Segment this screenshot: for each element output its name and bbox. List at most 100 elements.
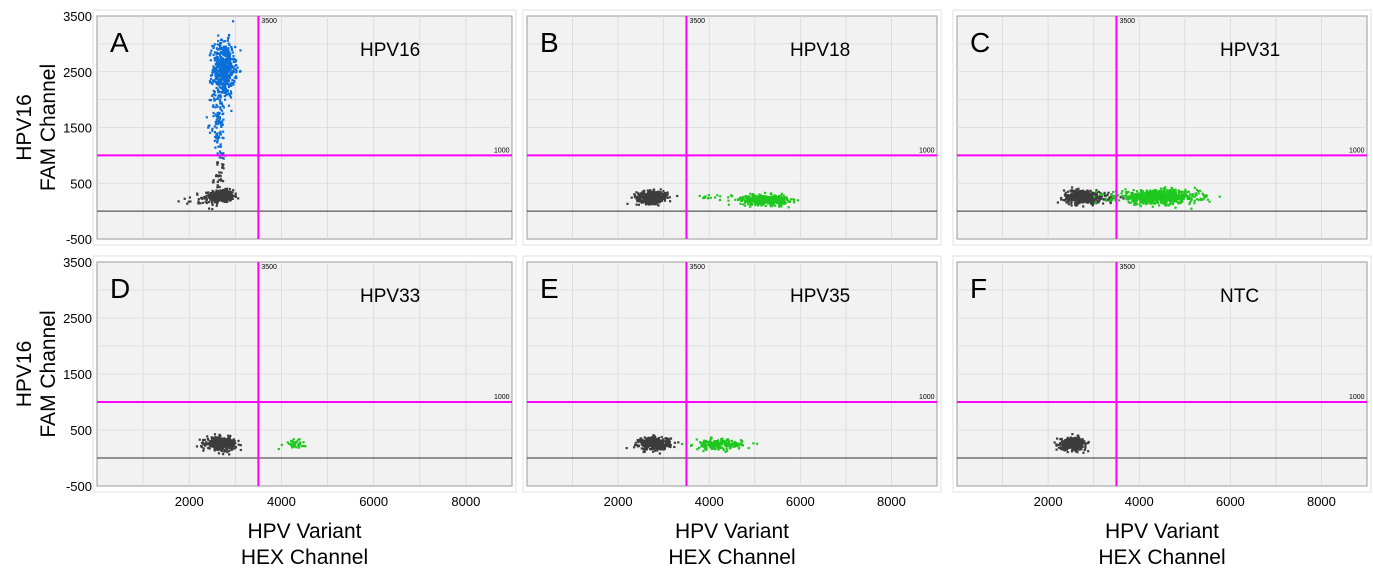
point-negative	[1077, 436, 1080, 439]
point-hex_positive	[769, 197, 772, 201]
point-hex_positive	[1171, 187, 1174, 191]
point-hex_positive	[1113, 195, 1116, 198]
point-negative	[225, 189, 229, 192]
point-negative	[200, 444, 203, 448]
point-negative	[650, 441, 653, 444]
point-negative	[208, 207, 211, 210]
point-fam_positive	[219, 96, 222, 99]
point-negative	[1068, 197, 1072, 200]
point-negative	[219, 189, 222, 192]
point-hex_positive	[1144, 203, 1148, 206]
point-hex_positive	[1138, 203, 1141, 206]
point-negative	[1080, 443, 1083, 446]
point-fam_positive	[227, 65, 230, 68]
point-negative	[223, 200, 226, 203]
x-axis-title-line2: HEX Channel	[241, 546, 368, 569]
x-tick-label: 2000	[1034, 494, 1063, 509]
point-negative	[665, 442, 668, 445]
point-hex_positive	[1104, 197, 1107, 200]
point-negative	[656, 197, 659, 200]
point-negative	[1100, 195, 1103, 198]
point-negative	[644, 201, 647, 204]
point-negative	[665, 194, 668, 197]
point-negative	[183, 197, 186, 200]
point-negative	[1059, 442, 1062, 445]
point-negative	[227, 192, 230, 195]
point-fam_positive	[219, 74, 222, 77]
point-hex_positive	[703, 196, 706, 199]
point-negative	[1076, 447, 1079, 450]
point-negative	[1088, 198, 1091, 201]
point-negative	[1062, 446, 1065, 449]
point-negative	[225, 440, 228, 443]
point-hex_positive	[680, 442, 684, 446]
point-fam_positive	[226, 54, 229, 57]
point-fam_positive	[231, 79, 234, 82]
point-fam_positive	[221, 65, 224, 68]
x-tick-label: 8000	[1307, 494, 1336, 509]
point-negative	[225, 449, 228, 452]
point-fam_positive	[224, 46, 227, 49]
point-hex_positive	[1139, 194, 1142, 197]
point-negative	[196, 192, 199, 195]
point-fam_positive	[214, 70, 217, 73]
point-negative	[218, 440, 221, 443]
point-negative	[1055, 443, 1058, 446]
point-negative	[1081, 441, 1085, 444]
point-negative	[217, 452, 220, 455]
point-fam_positive	[208, 54, 211, 57]
point-hex_positive	[746, 195, 749, 198]
point-fam_positive	[219, 80, 222, 83]
point-hex_positive	[1140, 189, 1143, 192]
point-negative	[658, 452, 661, 455]
point-hex_positive	[1141, 193, 1144, 196]
point-negative	[209, 440, 213, 443]
point-negative	[645, 442, 648, 445]
point-fam_positive	[221, 87, 224, 90]
point-fam_positive	[220, 52, 223, 55]
point-negative	[1064, 444, 1067, 447]
point-fam_positive	[209, 59, 212, 62]
point-negative	[215, 440, 218, 443]
point-negative	[638, 196, 642, 199]
point-negative	[655, 438, 658, 441]
point-hex_positive	[1185, 194, 1188, 197]
point-fam_positive	[232, 58, 235, 61]
point-hex_positive	[1169, 191, 1172, 194]
point-negative	[657, 440, 660, 443]
point-hex_positive	[1205, 195, 1208, 198]
point-hex_positive	[781, 199, 785, 202]
point-hex_positive	[290, 444, 293, 447]
point-hex_positive	[1164, 186, 1167, 189]
point-negative	[1073, 195, 1076, 198]
point-hex_positive	[1179, 202, 1182, 205]
point-negative	[659, 191, 662, 194]
point-negative	[211, 203, 214, 206]
point-negative	[1080, 446, 1083, 449]
point-negative	[1068, 195, 1071, 198]
point-negative	[221, 443, 224, 446]
point-negative	[1091, 191, 1094, 194]
point-hex_positive	[773, 195, 776, 198]
point-negative	[1072, 443, 1075, 446]
point-negative	[207, 442, 210, 445]
point-hex_positive	[719, 447, 722, 450]
point-negative	[220, 194, 223, 197]
point-hex_positive	[705, 440, 708, 443]
point-negative	[1062, 440, 1065, 443]
point-fam_positive	[216, 152, 219, 155]
point-negative	[186, 202, 189, 205]
point-fam_positive	[219, 106, 222, 109]
panel-title: HPV16	[360, 40, 420, 61]
point-fam_positive	[232, 82, 235, 85]
point-hex_positive	[1147, 197, 1150, 200]
point-hex_positive	[706, 441, 709, 444]
point-fam_positive	[210, 49, 213, 52]
point-negative	[647, 444, 650, 447]
point-fam_positive	[215, 57, 218, 60]
point-negative	[1062, 189, 1066, 192]
point-hex_positive	[1147, 200, 1150, 203]
point-negative	[220, 178, 223, 181]
point-negative	[1079, 193, 1082, 196]
